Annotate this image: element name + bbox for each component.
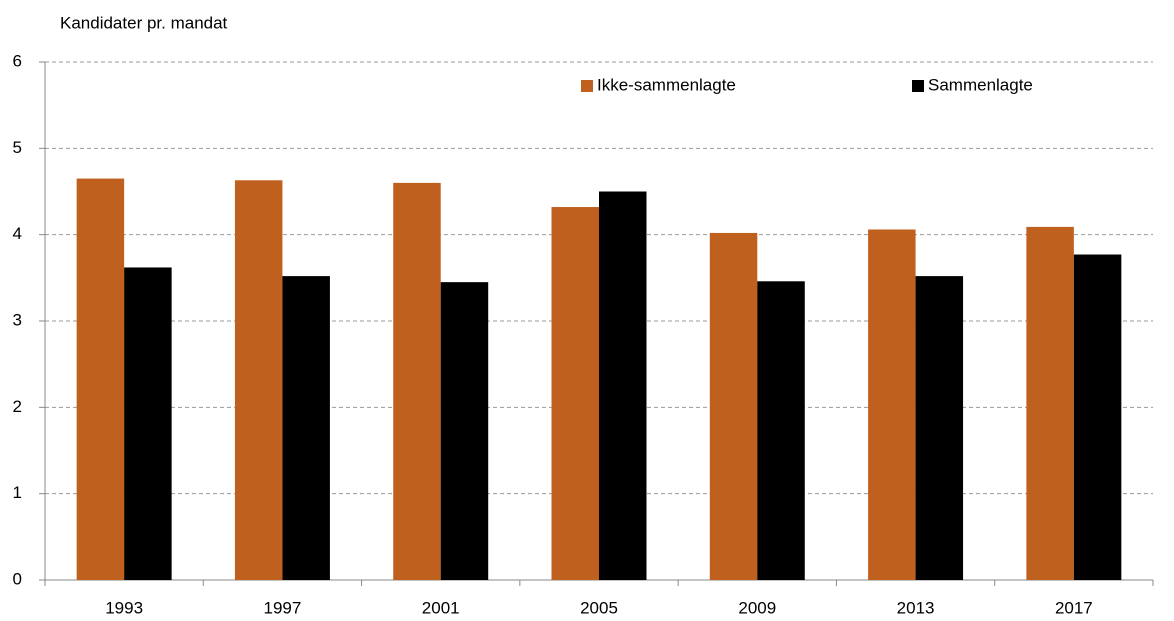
- bar: [76, 178, 125, 581]
- x-tick-label: 1993: [105, 598, 143, 617]
- y-tick-label: 5: [13, 138, 22, 157]
- x-tick-label: 2009: [738, 598, 776, 617]
- x-tick-label: 2001: [422, 598, 460, 617]
- y-tick-label: 3: [13, 310, 22, 329]
- bar: [234, 180, 283, 580]
- y-tick-label: 6: [13, 51, 22, 70]
- x-tick-label: 2017: [1055, 598, 1093, 617]
- bar: [440, 282, 489, 580]
- bar: [868, 229, 916, 580]
- bar: [757, 281, 805, 580]
- bar: [393, 182, 441, 580]
- x-tick-label: 2005: [580, 598, 618, 617]
- y-tick-label: 1: [13, 483, 22, 502]
- legend-swatch: [581, 80, 593, 92]
- bar: [282, 276, 330, 580]
- y-tick-label: 0: [13, 569, 22, 588]
- bar: [915, 276, 964, 580]
- legend-label: Ikke-sammenlagte: [597, 75, 736, 94]
- bar: [124, 267, 172, 580]
- legend-label: Sammenlagte: [928, 75, 1033, 94]
- x-tick-label: 2013: [897, 598, 935, 617]
- bar: [599, 191, 647, 580]
- y-tick-label: 4: [13, 224, 22, 243]
- bar: [551, 207, 599, 581]
- x-tick-label: 1997: [264, 598, 302, 617]
- bar: [1073, 254, 1122, 581]
- y-tick-label: 2: [13, 397, 22, 416]
- legend-swatch: [912, 80, 924, 92]
- y-axis-label: Kandidater pr. mandat: [60, 13, 228, 32]
- bar: [709, 232, 758, 580]
- bar: [1026, 226, 1074, 580]
